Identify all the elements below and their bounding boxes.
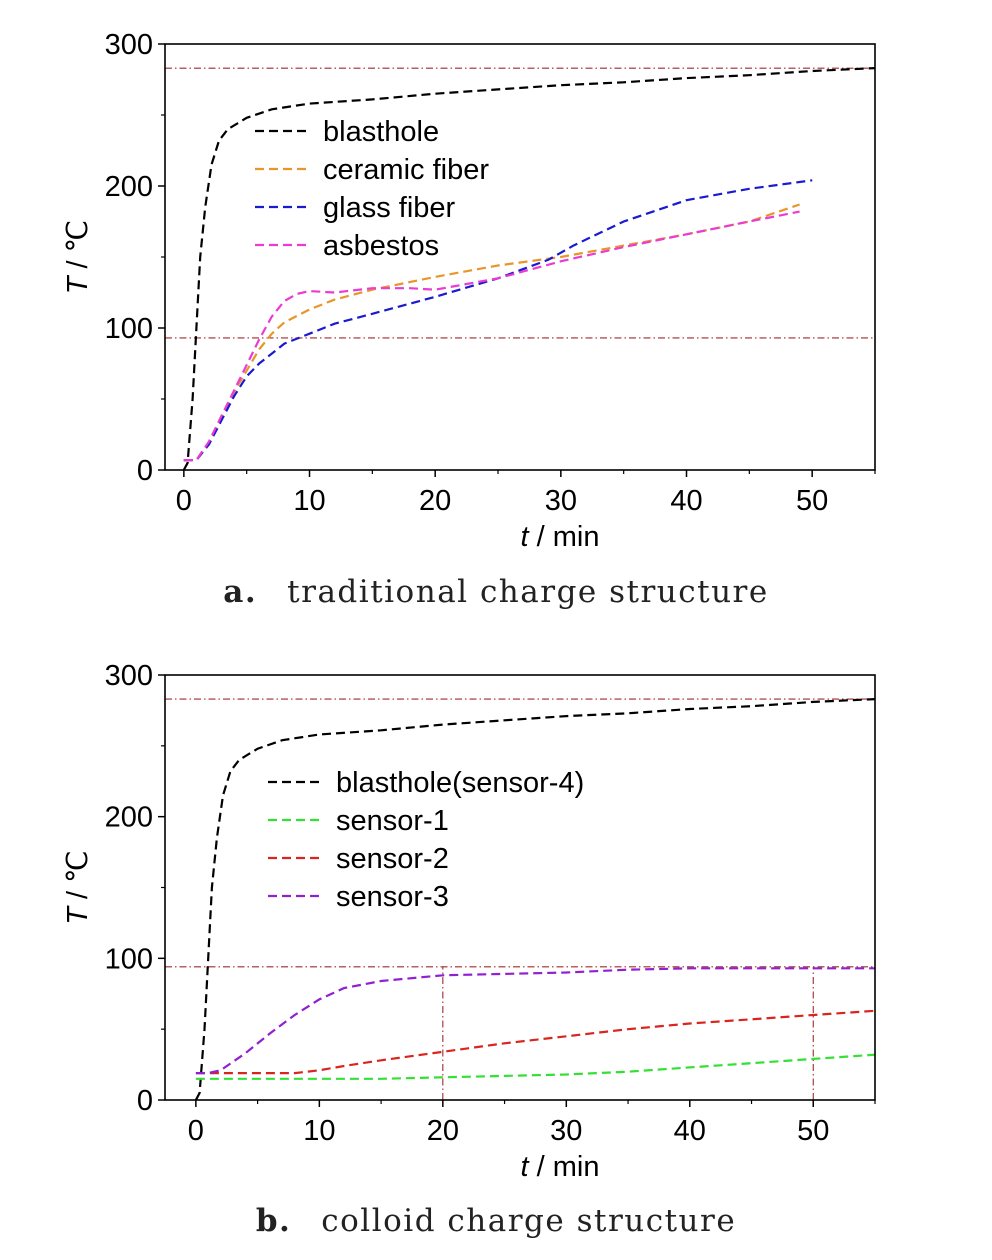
- series-line-1: [182, 67, 876, 471]
- legend-label-1: blasthole: [323, 116, 439, 148]
- caption-a-label: a.: [223, 574, 258, 610]
- legend-label-3: glass fiber: [323, 192, 456, 224]
- caption-a: a. traditional charge structure: [0, 574, 992, 610]
- caption-b-label: b.: [255, 1203, 292, 1239]
- x-axis-label-symbol: t: [521, 1151, 531, 1183]
- y-axis-label-unit: / ℃: [62, 850, 94, 907]
- legend-label-1: blasthole(sensor-4): [336, 767, 584, 799]
- x-tick-label: 40: [670, 485, 702, 517]
- series-line-3: [183, 179, 813, 462]
- y-axis-label: T / ℃: [62, 850, 94, 924]
- y-tick-label: 200: [105, 171, 153, 203]
- x-tick-label: 30: [550, 1115, 582, 1147]
- y-tick-label: 100: [105, 313, 153, 345]
- x-tick-label: 50: [796, 485, 828, 517]
- x-tick-label: 0: [188, 1115, 204, 1147]
- chart-panel-b: 0 10 20 30 40 50 0 100 200 300 t / min T / ℃ blastho…: [0, 630, 992, 1260]
- y-tick-label: 200: [105, 802, 153, 834]
- y-tick-label: 0: [137, 1085, 153, 1117]
- y-axis-label-symbol: T: [62, 905, 94, 925]
- x-tick-label: 20: [427, 1115, 459, 1147]
- chart-panel-a: 0 10 20 30 40 50 0 100 200 300 t / min T / ℃ blastho…: [0, 0, 992, 625]
- y-tick-label: 100: [105, 943, 153, 975]
- x-axis-label-unit: / min: [529, 1151, 600, 1183]
- x-tick-label: 20: [419, 485, 451, 517]
- caption-a-text: traditional charge structure: [287, 574, 769, 610]
- series-line-2: [183, 203, 800, 462]
- legend-label-2: ceramic fiber: [323, 154, 489, 186]
- x-axis-label-symbol: t: [521, 521, 531, 553]
- plot-frame: [164, 674, 876, 1101]
- x-tick-label: 0: [176, 485, 192, 517]
- plot-frame: [164, 43, 876, 471]
- caption-b-text: colloid charge structure: [321, 1203, 737, 1239]
- x-tick-label: 30: [545, 485, 577, 517]
- legend-label-2: sensor-1: [336, 805, 449, 837]
- y-axis-label-symbol: T: [62, 274, 94, 294]
- x-tick-label: 10: [303, 1115, 335, 1147]
- legend-label-4: sensor-3: [336, 881, 449, 913]
- x-tick-label: 40: [674, 1115, 706, 1147]
- x-tick-label: 50: [797, 1115, 829, 1147]
- chart-b-svg: 0 10 20 30 40 50 0 100 200 300 t / min T / ℃ blastho…: [62, 660, 876, 1183]
- series-line-3: [195, 1009, 876, 1075]
- chart-a-svg: 0 10 20 30 40 50 0 100 200 300 t / min T / ℃ blastho…: [62, 29, 876, 553]
- x-axis-label: t / min: [521, 1151, 600, 1183]
- legend-label-4: asbestos: [323, 230, 439, 262]
- y-axis-label-unit: / ℃: [62, 220, 94, 277]
- x-tick-label: 10: [293, 485, 325, 517]
- y-tick-label: 0: [137, 455, 153, 487]
- series-line-4: [183, 210, 800, 462]
- series-line-4: [195, 967, 875, 1075]
- y-tick-label: 300: [105, 660, 153, 692]
- y-axis-label: T / ℃: [62, 220, 94, 294]
- x-axis-label-unit: / min: [529, 521, 600, 553]
- y-tick-label: 300: [105, 29, 153, 61]
- series-line-2: [195, 1053, 876, 1080]
- caption-b: b. colloid charge structure: [0, 1203, 992, 1239]
- series-line-1: [194, 698, 876, 1101]
- legend-label-3: sensor-2: [336, 843, 449, 875]
- x-axis-label: t / min: [521, 521, 600, 553]
